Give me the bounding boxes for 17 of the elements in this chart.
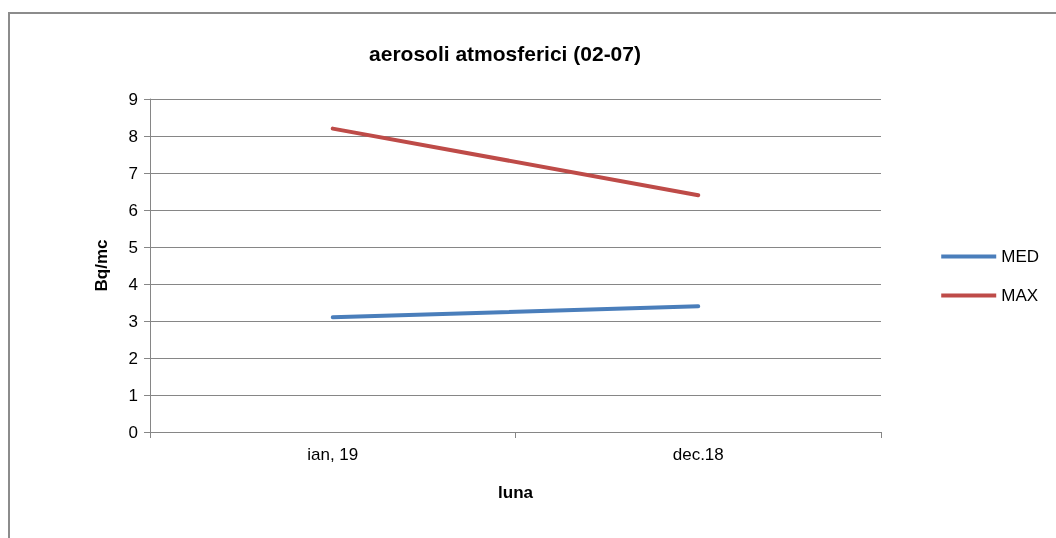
y-tick-label: 8 — [128, 126, 138, 146]
y-tick-label: 6 — [128, 200, 138, 220]
y-tick-label: 1 — [128, 385, 138, 405]
x-tick-label: ian, 19 — [307, 445, 359, 464]
y-tick-label: 3 — [128, 311, 138, 331]
y-tick-label: 9 — [128, 89, 138, 109]
legend-label: MAX — [1001, 286, 1039, 305]
y-axis-title: Bq/mc — [92, 239, 111, 292]
y-tick-label: 2 — [128, 348, 138, 368]
y-tick-label: 4 — [128, 274, 138, 294]
legend-label: MED — [1001, 247, 1039, 266]
chart-title: aerosoli atmosferici (02-07) — [369, 42, 641, 65]
y-tick-label: 5 — [128, 237, 138, 257]
x-axis-title: luna — [498, 483, 534, 502]
x-tick-label: dec.18 — [672, 445, 724, 464]
y-tick-label: 7 — [128, 163, 138, 183]
y-tick-label: 0 — [128, 422, 138, 442]
